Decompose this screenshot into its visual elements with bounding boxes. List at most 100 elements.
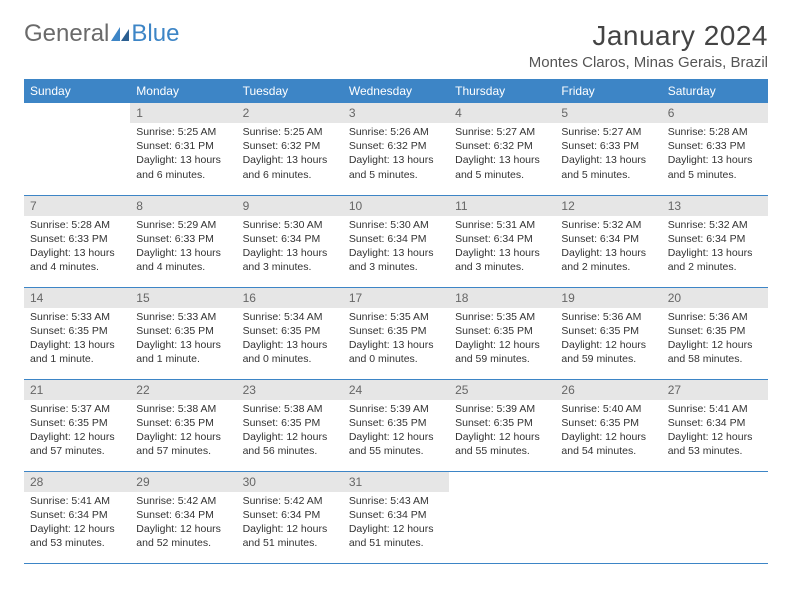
day-data: Sunrise: 5:32 AMSunset: 6:34 PMDaylight:… [555,216,661,281]
calendar-cell: 28Sunrise: 5:41 AMSunset: 6:34 PMDayligh… [24,471,130,563]
calendar-cell [449,471,555,563]
location: Montes Claros, Minas Gerais, Brazil [529,54,768,71]
day-number: 1 [130,103,236,123]
header: General Blue January 2024 Montes Claros,… [24,20,768,71]
day-number: 22 [130,380,236,400]
sunset-line: Sunset: 6:33 PM [668,139,762,153]
daylight-line: Daylight: 13 hours and 2 minutes. [668,246,762,274]
sunset-line: Sunset: 6:35 PM [30,324,124,338]
sunrise-line: Sunrise: 5:41 AM [30,494,124,508]
daylight-line: Daylight: 13 hours and 5 minutes. [561,153,655,181]
calendar-row: 28Sunrise: 5:41 AMSunset: 6:34 PMDayligh… [24,471,768,563]
day-number: 3 [343,103,449,123]
sunrise-line: Sunrise: 5:27 AM [455,125,549,139]
day-data: Sunrise: 5:27 AMSunset: 6:32 PMDaylight:… [449,123,555,188]
day-number: 21 [24,380,130,400]
sunrise-line: Sunrise: 5:42 AM [136,494,230,508]
calendar-cell: 25Sunrise: 5:39 AMSunset: 6:35 PMDayligh… [449,379,555,471]
daylight-line: Daylight: 12 hours and 51 minutes. [349,522,443,550]
sunset-line: Sunset: 6:35 PM [243,324,337,338]
title-block: January 2024 Montes Claros, Minas Gerais… [529,20,768,71]
calendar-table: SundayMondayTuesdayWednesdayThursdayFrid… [24,79,768,564]
day-data: Sunrise: 5:37 AMSunset: 6:35 PMDaylight:… [24,400,130,465]
calendar-cell: 9Sunrise: 5:30 AMSunset: 6:34 PMDaylight… [237,195,343,287]
logo-text-general: General [24,20,109,48]
calendar-cell: 7Sunrise: 5:28 AMSunset: 6:33 PMDaylight… [24,195,130,287]
sunset-line: Sunset: 6:32 PM [349,139,443,153]
day-data: Sunrise: 5:38 AMSunset: 6:35 PMDaylight:… [130,400,236,465]
day-data: Sunrise: 5:42 AMSunset: 6:34 PMDaylight:… [130,492,236,557]
daylight-line: Daylight: 13 hours and 3 minutes. [455,246,549,274]
day-number: 16 [237,288,343,308]
sunset-line: Sunset: 6:34 PM [455,232,549,246]
day-number: 19 [555,288,661,308]
daylight-line: Daylight: 12 hours and 54 minutes. [561,430,655,458]
sunset-line: Sunset: 6:35 PM [243,416,337,430]
logo-text-blue: Blue [131,20,179,48]
sunset-line: Sunset: 6:34 PM [668,416,762,430]
sunrise-line: Sunrise: 5:37 AM [30,402,124,416]
sunrise-line: Sunrise: 5:33 AM [30,310,124,324]
sunrise-line: Sunrise: 5:35 AM [349,310,443,324]
day-number: 31 [343,472,449,492]
sunrise-line: Sunrise: 5:40 AM [561,402,655,416]
sunrise-line: Sunrise: 5:35 AM [455,310,549,324]
daylight-line: Daylight: 13 hours and 1 minute. [136,338,230,366]
sunrise-line: Sunrise: 5:38 AM [136,402,230,416]
daylight-line: Daylight: 12 hours and 51 minutes. [243,522,337,550]
day-data: Sunrise: 5:36 AMSunset: 6:35 PMDaylight:… [555,308,661,373]
weekday-header: Monday [130,79,236,103]
daylight-line: Daylight: 12 hours and 53 minutes. [668,430,762,458]
calendar-body: 1Sunrise: 5:25 AMSunset: 6:31 PMDaylight… [24,103,768,563]
daylight-line: Daylight: 13 hours and 4 minutes. [136,246,230,274]
day-data: Sunrise: 5:35 AMSunset: 6:35 PMDaylight:… [343,308,449,373]
day-number: 27 [662,380,768,400]
sail-icon [111,27,129,41]
calendar-cell: 26Sunrise: 5:40 AMSunset: 6:35 PMDayligh… [555,379,661,471]
sunrise-line: Sunrise: 5:39 AM [455,402,549,416]
sunset-line: Sunset: 6:32 PM [243,139,337,153]
calendar-cell: 20Sunrise: 5:36 AMSunset: 6:35 PMDayligh… [662,287,768,379]
calendar-cell: 18Sunrise: 5:35 AMSunset: 6:35 PMDayligh… [449,287,555,379]
day-number: 12 [555,196,661,216]
calendar-cell: 14Sunrise: 5:33 AMSunset: 6:35 PMDayligh… [24,287,130,379]
weekday-header: Sunday [24,79,130,103]
day-data: Sunrise: 5:33 AMSunset: 6:35 PMDaylight:… [24,308,130,373]
calendar-row: 7Sunrise: 5:28 AMSunset: 6:33 PMDaylight… [24,195,768,287]
weekday-header: Friday [555,79,661,103]
calendar-cell [555,471,661,563]
calendar-cell: 5Sunrise: 5:27 AMSunset: 6:33 PMDaylight… [555,103,661,195]
day-data: Sunrise: 5:28 AMSunset: 6:33 PMDaylight:… [662,123,768,188]
sunrise-line: Sunrise: 5:29 AM [136,218,230,232]
day-data: Sunrise: 5:42 AMSunset: 6:34 PMDaylight:… [237,492,343,557]
daylight-line: Daylight: 12 hours and 53 minutes. [30,522,124,550]
day-number: 30 [237,472,343,492]
day-data: Sunrise: 5:28 AMSunset: 6:33 PMDaylight:… [24,216,130,281]
weekday-header: Saturday [662,79,768,103]
sunrise-line: Sunrise: 5:26 AM [349,125,443,139]
sunset-line: Sunset: 6:35 PM [136,416,230,430]
sunrise-line: Sunrise: 5:25 AM [243,125,337,139]
daylight-line: Daylight: 13 hours and 2 minutes. [561,246,655,274]
sunrise-line: Sunrise: 5:32 AM [668,218,762,232]
sunset-line: Sunset: 6:35 PM [30,416,124,430]
sunrise-line: Sunrise: 5:25 AM [136,125,230,139]
calendar-cell: 19Sunrise: 5:36 AMSunset: 6:35 PMDayligh… [555,287,661,379]
sunset-line: Sunset: 6:32 PM [455,139,549,153]
calendar-row: 14Sunrise: 5:33 AMSunset: 6:35 PMDayligh… [24,287,768,379]
day-data: Sunrise: 5:30 AMSunset: 6:34 PMDaylight:… [237,216,343,281]
sunset-line: Sunset: 6:35 PM [136,324,230,338]
calendar-cell: 1Sunrise: 5:25 AMSunset: 6:31 PMDaylight… [130,103,236,195]
calendar-cell: 29Sunrise: 5:42 AMSunset: 6:34 PMDayligh… [130,471,236,563]
day-data: Sunrise: 5:25 AMSunset: 6:31 PMDaylight:… [130,123,236,188]
daylight-line: Daylight: 12 hours and 56 minutes. [243,430,337,458]
daylight-line: Daylight: 12 hours and 58 minutes. [668,338,762,366]
calendar-cell [24,103,130,195]
sunset-line: Sunset: 6:35 PM [349,416,443,430]
day-number: 28 [24,472,130,492]
day-data: Sunrise: 5:41 AMSunset: 6:34 PMDaylight:… [662,400,768,465]
day-number: 14 [24,288,130,308]
sunrise-line: Sunrise: 5:28 AM [30,218,124,232]
day-number: 15 [130,288,236,308]
daylight-line: Daylight: 12 hours and 57 minutes. [30,430,124,458]
